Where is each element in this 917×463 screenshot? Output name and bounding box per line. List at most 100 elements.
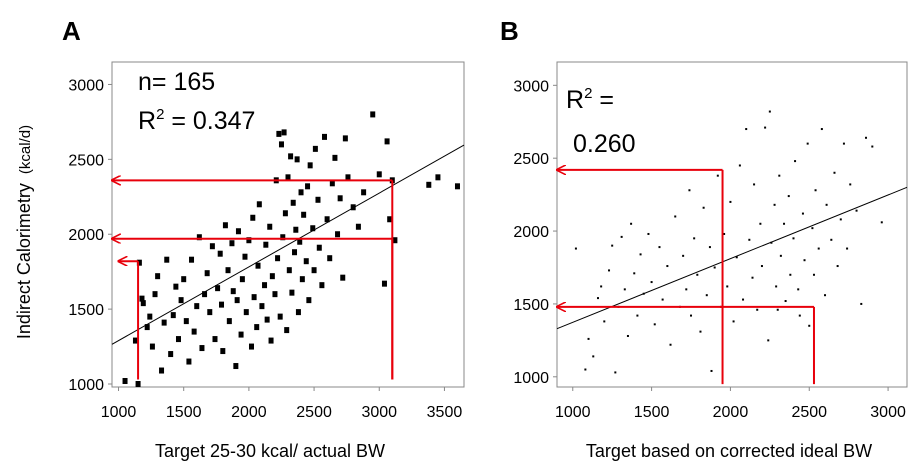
data-point	[335, 231, 341, 238]
data-point	[196, 234, 202, 241]
data-point	[264, 316, 270, 323]
data-point	[327, 255, 333, 262]
x-tick-label: 2000	[231, 404, 267, 421]
data-point	[759, 222, 762, 225]
data-point	[149, 343, 155, 350]
data-point	[653, 323, 656, 326]
x-tick-label: 3000	[870, 404, 906, 421]
data-point	[248, 343, 254, 350]
data-point	[298, 189, 304, 196]
data-point	[159, 367, 165, 374]
data-point	[685, 288, 688, 291]
data-point	[286, 267, 292, 274]
data-point	[614, 371, 617, 374]
data-point	[702, 206, 705, 209]
data-point	[307, 162, 313, 169]
data-point	[168, 351, 174, 358]
data-point	[238, 331, 244, 338]
data-point	[242, 253, 248, 260]
data-point	[263, 241, 269, 248]
data-point	[764, 126, 767, 129]
data-point	[251, 294, 257, 301]
data-point	[784, 300, 787, 303]
data-point	[773, 203, 776, 206]
x-tick-label: 3000	[361, 404, 397, 421]
data-point	[794, 160, 797, 163]
data-point	[846, 247, 849, 250]
panel-a-regression-line	[111, 144, 465, 345]
x-tick-label: 3500	[427, 404, 463, 421]
data-point	[226, 318, 232, 325]
data-point	[202, 291, 208, 298]
data-point	[705, 294, 708, 297]
data-point	[789, 273, 792, 276]
data-point	[290, 199, 296, 206]
data-point	[161, 319, 167, 326]
data-point	[713, 266, 716, 269]
data-point	[696, 273, 699, 276]
data-point	[234, 297, 240, 304]
data-point	[801, 212, 804, 215]
data-point	[319, 282, 325, 289]
data-point	[262, 282, 268, 289]
data-point	[658, 246, 661, 249]
data-point	[316, 244, 322, 251]
y-axis-label: Indirect Calorimetry (kcal/d)	[14, 125, 34, 339]
data-point	[189, 256, 195, 263]
panel-b-guides	[557, 170, 815, 385]
y-axis-label-main: Indirect Calorimetry	[14, 183, 34, 339]
data-point	[144, 324, 150, 331]
panel-a-points	[122, 111, 460, 388]
y-tick-label: 2500	[68, 152, 104, 169]
y-tick-label: 3000	[513, 78, 549, 95]
y-axis-label-unit: (kcal/d)	[17, 125, 34, 174]
data-point	[246, 237, 252, 244]
data-point	[620, 235, 623, 238]
data-point	[849, 183, 852, 186]
data-point	[392, 237, 398, 244]
data-point	[817, 247, 820, 250]
panel-b: B 1000 1500 2000 2500 3000 1000 1500 2000 2500 3…	[500, 16, 908, 461]
x-tick-label: 2000	[713, 404, 749, 421]
data-point	[820, 128, 823, 131]
data-point	[738, 164, 741, 167]
data-point	[225, 267, 231, 274]
panel-a-y-ticks: 1000 1500 2000 2500 3000	[68, 77, 112, 394]
x-tick-label: 1500	[166, 404, 202, 421]
data-point	[647, 232, 650, 235]
panel-a-plot-frame	[111, 61, 465, 388]
data-point	[690, 314, 693, 317]
data-point	[209, 243, 215, 250]
data-point	[669, 343, 672, 346]
data-point	[256, 201, 262, 208]
data-point	[303, 258, 309, 265]
data-point	[726, 285, 729, 288]
data-point	[623, 288, 626, 291]
data-point	[281, 129, 287, 136]
data-point	[693, 237, 696, 240]
data-point	[280, 234, 286, 241]
data-point	[219, 301, 225, 308]
data-point	[633, 272, 636, 275]
panel-b-x-ticks: 1000 1500 2000 2500 3000	[555, 387, 906, 421]
data-point	[587, 337, 590, 340]
data-point	[152, 291, 158, 298]
data-point	[293, 226, 299, 233]
x-tick-label: 1000	[101, 404, 137, 421]
data-point	[269, 273, 275, 280]
data-point	[294, 156, 300, 163]
data-point	[608, 269, 611, 272]
data-point	[233, 363, 239, 370]
data-point	[783, 222, 786, 225]
data-point	[311, 267, 317, 274]
data-point	[222, 222, 228, 229]
data-point	[204, 270, 210, 277]
data-point	[830, 238, 833, 241]
panel-a-x-ticks: 1000 1500 2000 2500 3000 3500	[101, 387, 463, 421]
data-point	[122, 378, 128, 385]
data-point	[132, 337, 138, 344]
data-point	[250, 214, 256, 221]
data-point	[376, 171, 382, 178]
data-point	[345, 174, 351, 181]
panel-b-y-ticks: 1000 1500 2000 2500 3000	[513, 78, 557, 387]
